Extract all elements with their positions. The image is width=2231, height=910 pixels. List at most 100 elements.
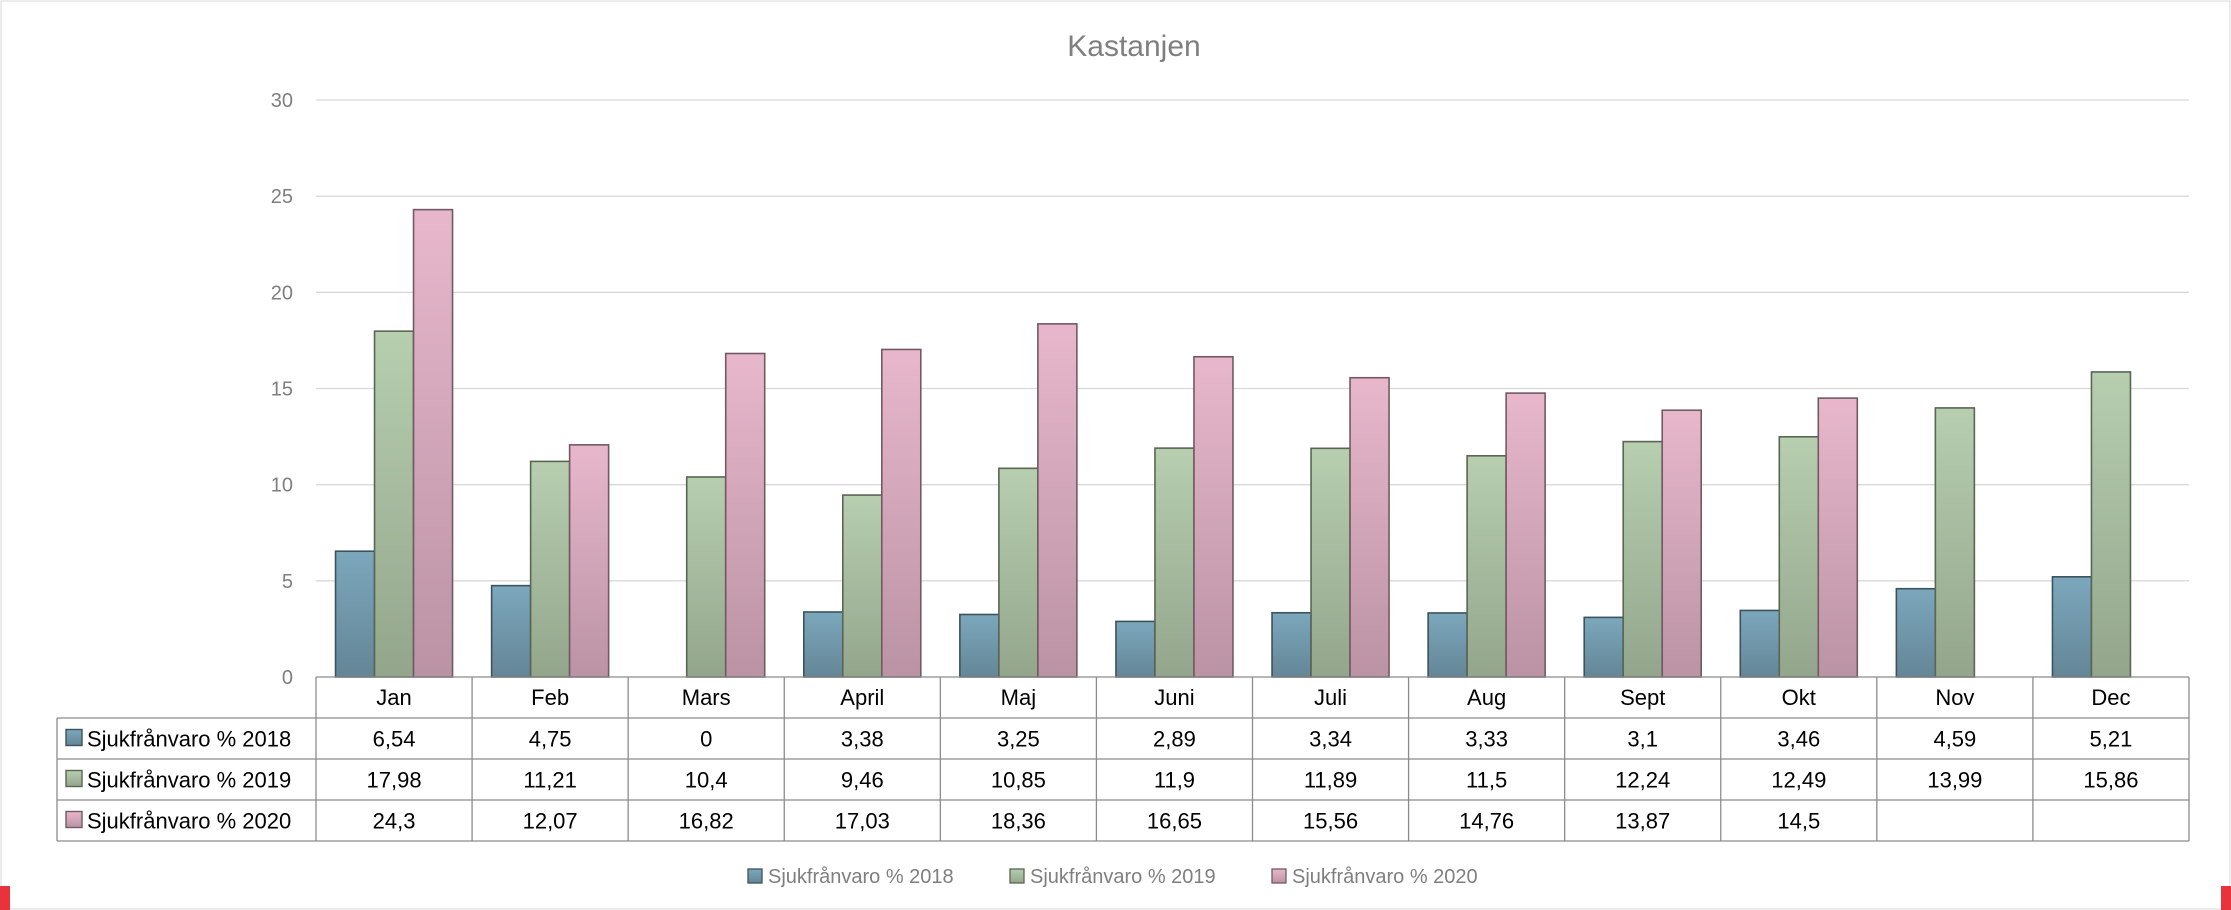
bar xyxy=(1193,355,1234,678)
y-tick-label: 0 xyxy=(282,667,293,689)
data-value: 17,98 xyxy=(367,768,422,793)
data-value: 4,75 xyxy=(529,727,572,752)
data-value: 15,86 xyxy=(2083,768,2138,793)
y-tick-label: 10 xyxy=(271,475,293,497)
bar xyxy=(959,613,1000,678)
series-name: Sjukfrånvaro % 2018 xyxy=(87,727,291,752)
bar xyxy=(1505,392,1546,678)
bar xyxy=(1583,616,1625,678)
data-value: 11,9 xyxy=(1154,768,1195,793)
category-label: April xyxy=(840,685,884,710)
bar xyxy=(1817,397,1859,678)
data-value: 14,76 xyxy=(1459,809,1514,834)
series-key xyxy=(65,728,83,747)
data-value: 11,89 xyxy=(1304,768,1357,793)
category-label: Dec xyxy=(2091,685,2130,710)
data-value: 3,38 xyxy=(841,727,884,752)
bar xyxy=(490,584,532,678)
bar xyxy=(529,460,571,678)
bar xyxy=(1115,620,1156,678)
bar xyxy=(412,208,454,678)
category-label: Juni xyxy=(1154,685,1194,710)
bar xyxy=(1154,447,1195,678)
data-value: 14,5 xyxy=(1777,809,1820,834)
data-value: 12,24 xyxy=(1615,768,1670,793)
bar xyxy=(1895,587,1937,678)
data-value: 0 xyxy=(700,727,712,752)
bar xyxy=(724,352,766,678)
bars xyxy=(334,208,2132,678)
legend-label: Sjukfrånvaro % 2018 xyxy=(768,866,954,888)
chart-title: Kastanjen xyxy=(1067,30,1200,63)
data-value: 18,36 xyxy=(991,809,1046,834)
data-value: 3,34 xyxy=(1309,727,1352,752)
category-label: Feb xyxy=(531,685,569,710)
bar xyxy=(685,476,727,678)
bar xyxy=(1349,376,1390,678)
data-value: 12,49 xyxy=(1771,768,1826,793)
bar xyxy=(880,348,922,678)
bar xyxy=(1934,407,1976,678)
bar xyxy=(1310,447,1351,678)
bar xyxy=(1739,609,1781,678)
y-tick-label: 25 xyxy=(271,186,293,208)
data-value: 15,56 xyxy=(1303,809,1358,834)
category-label: Mars xyxy=(682,685,731,710)
series-key xyxy=(65,810,83,829)
series-key xyxy=(65,769,83,788)
data-value: 5,21 xyxy=(2090,727,2133,752)
legend-swatch xyxy=(1271,868,1287,884)
category-label: Jan xyxy=(376,685,411,710)
data-value: 10,85 xyxy=(991,768,1046,793)
edge-marker-right xyxy=(2221,886,2231,910)
y-axis-ticks: 0 5 10 15 20 25 30 xyxy=(271,90,293,689)
data-value: 24,3 xyxy=(373,809,416,834)
bar xyxy=(1778,435,1820,678)
data-value: 13,99 xyxy=(1927,768,1982,793)
category-label: Nov xyxy=(1935,685,1974,710)
data-value: 4,59 xyxy=(1933,727,1976,752)
y-tick-label: 5 xyxy=(282,571,293,593)
bar xyxy=(2051,575,2093,678)
data-value: 3,46 xyxy=(1777,727,1820,752)
legend-swatch xyxy=(1009,868,1025,884)
bar xyxy=(998,467,1039,678)
bar xyxy=(568,444,610,678)
legend: Sjukfrånvaro % 2018 Sjukfrånvaro % 2019 Sj… xyxy=(747,866,1478,888)
bar xyxy=(1037,323,1078,678)
data-value: 13,87 xyxy=(1615,809,1670,834)
bar xyxy=(373,330,415,678)
y-tick-label: 30 xyxy=(271,90,293,112)
legend-label: Sjukfrånvaro % 2019 xyxy=(1030,866,1216,888)
data-value: 11,21 xyxy=(523,768,576,793)
y-tick-label: 15 xyxy=(271,379,293,401)
data-value: 16,82 xyxy=(679,809,734,834)
bar xyxy=(2090,371,2132,678)
series-name: Sjukfrånvaro % 2019 xyxy=(87,768,291,793)
legend-label: Sjukfrånvaro % 2020 xyxy=(1292,866,1478,888)
bar xyxy=(1622,440,1664,678)
bar xyxy=(1427,612,1468,678)
series-name: Sjukfrånvaro % 2020 xyxy=(87,809,291,834)
data-value: 2,89 xyxy=(1153,727,1196,752)
category-label: Aug xyxy=(1467,685,1506,710)
data-value: 3,33 xyxy=(1465,727,1508,752)
category-label: Maj xyxy=(1001,685,1036,710)
bar xyxy=(334,550,376,678)
bar xyxy=(1271,611,1312,678)
data-table: Jan Feb Mars April Maj Juni Juli Aug Sept Okt Nov D… xyxy=(56,676,2190,842)
y-tick-label: 20 xyxy=(271,282,293,304)
data-value: 3,25 xyxy=(997,727,1040,752)
data-value: 9,46 xyxy=(841,768,884,793)
edge-marker-left xyxy=(0,886,10,910)
bar xyxy=(802,611,844,678)
bar xyxy=(841,494,883,678)
data-value: 16,65 xyxy=(1147,809,1202,834)
bar xyxy=(1661,409,1703,678)
legend-swatch xyxy=(747,868,763,884)
bar xyxy=(1466,455,1507,678)
data-value: 3,1 xyxy=(1627,727,1658,752)
category-label: Juli xyxy=(1314,685,1347,710)
